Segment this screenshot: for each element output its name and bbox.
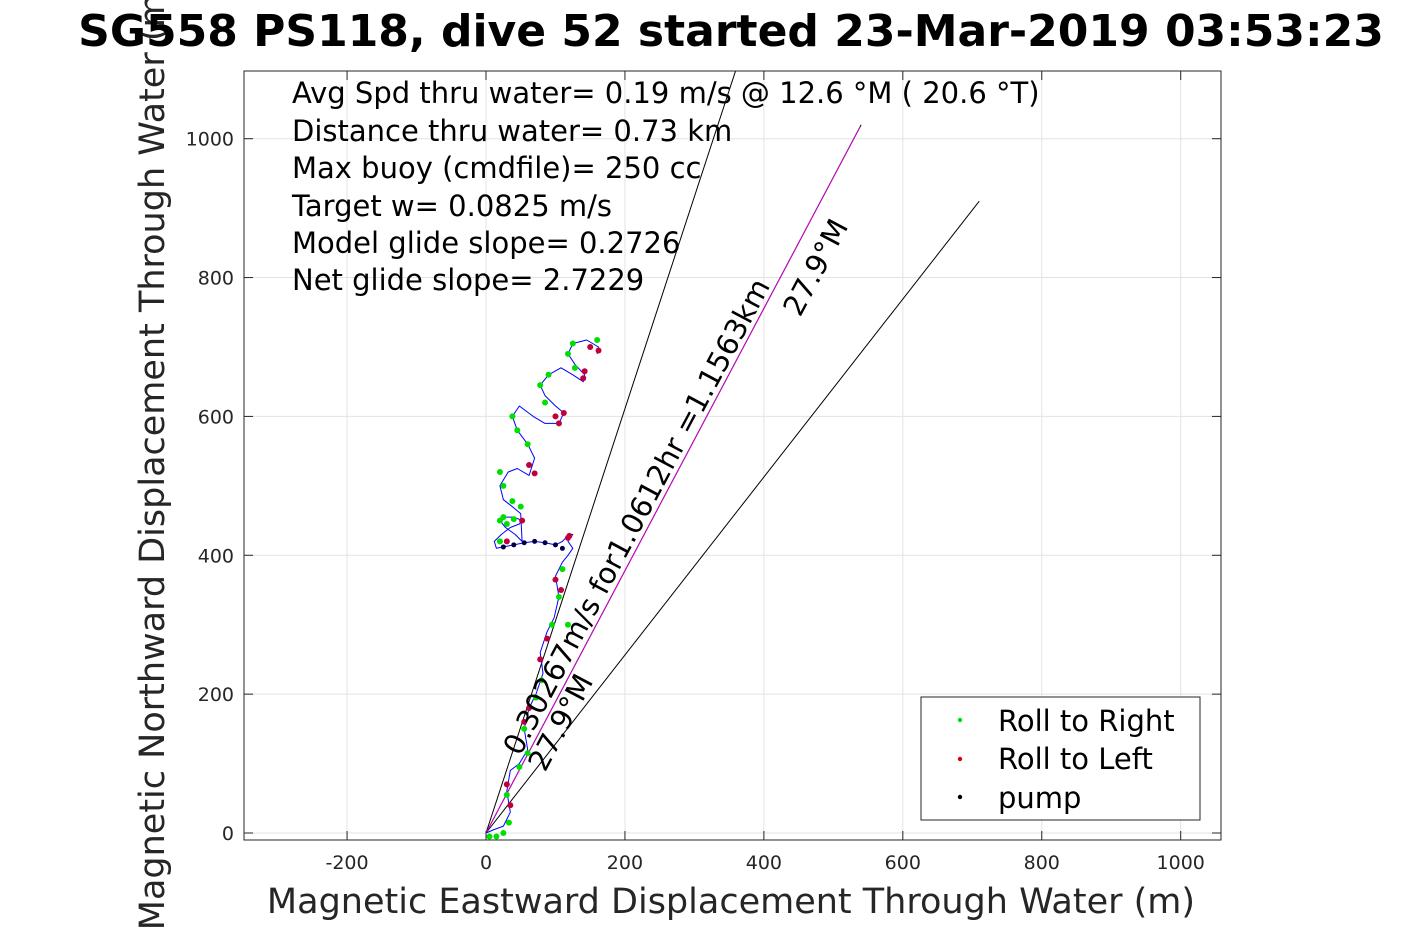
- roll-right-point: [548, 621, 555, 628]
- stat-net-glide-slope: Net glide slope= 2.7229: [292, 263, 644, 297]
- roll-right-point: [500, 830, 507, 836]
- y-tick-label: 800: [198, 268, 234, 290]
- legend-marker-roll-left: [957, 756, 963, 762]
- roll-left-point: [555, 420, 562, 427]
- roll-left-point: [552, 576, 559, 583]
- roll-left-point: [503, 781, 510, 788]
- pump-point: [552, 542, 558, 548]
- roll-right-point: [517, 503, 524, 510]
- y-axis-label: Magnetic Northward Displacement Through …: [133, 0, 173, 930]
- x-tick-label: 200: [607, 852, 643, 874]
- current-vector-overlay: [485, 126, 861, 834]
- x-axis-label: Magnetic Eastward Displacement Through W…: [267, 882, 1195, 922]
- roll-left-point: [537, 656, 544, 663]
- roll-right-point: [537, 382, 544, 389]
- stat-target-w: Target w= 0.0825 m/s: [291, 189, 612, 223]
- roll-left-point: [560, 409, 567, 416]
- roll-right-point: [493, 833, 500, 840]
- roll-left-point: [595, 347, 602, 354]
- roll-right-point: [559, 566, 566, 573]
- legend-marker-pump: [957, 794, 963, 800]
- roll-left-point: [587, 343, 594, 350]
- roll-right-point: [509, 498, 516, 505]
- roll-right-point: [545, 371, 552, 378]
- roll-left-point: [526, 462, 533, 469]
- legend-label-roll-right: Roll to Right: [998, 704, 1175, 738]
- roll-left-point: [566, 532, 573, 539]
- legend: Roll to Right Roll to Left pump: [920, 696, 1201, 821]
- ticks: -200 0 200 400 600 800 1000 0 200 400 600 800 1000: [186, 71, 1221, 874]
- roll-right-point: [516, 764, 523, 771]
- roll-right-point: [503, 521, 510, 528]
- grid: [244, 71, 1221, 840]
- pump-point: [500, 544, 506, 550]
- roll-right-point: [486, 833, 493, 840]
- roll-left-point: [507, 802, 514, 809]
- roll-right-point: [594, 337, 601, 344]
- roll-left-point: [503, 538, 510, 545]
- roll-right-point: [509, 413, 516, 420]
- roll-left-point: [580, 375, 587, 382]
- stat-distance: Distance thru water= 0.73 km: [292, 114, 732, 148]
- roll-right-point: [538, 677, 545, 684]
- roll-left-point: [531, 470, 538, 477]
- roll-right-point: [496, 538, 503, 545]
- pump-point: [532, 538, 538, 544]
- roll-right-point: [555, 593, 562, 600]
- y-tick-label: 0: [222, 823, 234, 845]
- pump-point: [521, 540, 527, 546]
- legend-label-roll-left: Roll to Left: [998, 742, 1153, 776]
- roll-right-point: [496, 517, 503, 524]
- y-tick-label: 600: [198, 406, 234, 428]
- roll-left-point: [552, 413, 559, 420]
- roll-right-point: [542, 399, 549, 406]
- roll-right-point: [533, 694, 540, 701]
- stat-max-buoy: Max buoy (cmdfile)= 250 cc: [292, 151, 701, 185]
- stat-model-glide-slope: Model glide slope= 0.2726: [292, 226, 680, 260]
- roll-right-point: [521, 725, 528, 732]
- pump-point: [559, 545, 565, 551]
- stat-avg-speed: Avg Spd thru water= 0.19 m/s @ 12.6 °M (…: [292, 76, 1040, 110]
- x-tick-label: -200: [325, 852, 368, 874]
- chart-title: SG558 PS118, dive 52 started 23-Mar-2019…: [78, 6, 1384, 57]
- roll-right-point: [524, 441, 531, 448]
- roll-right-point: [500, 482, 507, 489]
- x-tick-label: 400: [746, 852, 782, 874]
- roll-right-point: [505, 819, 512, 826]
- legend-marker-roll-right: [957, 717, 963, 723]
- x-tick-label: 800: [1024, 852, 1060, 874]
- x-tick-label: 0: [480, 852, 492, 874]
- roll-right-point: [569, 340, 576, 347]
- roll-points: [486, 337, 602, 840]
- pump-point: [511, 542, 517, 548]
- stats-block: Avg Spd thru water= 0.19 m/s @ 12.6 °M (…: [291, 76, 1040, 297]
- legend-label-pump: pump: [998, 781, 1081, 815]
- plot-area-frame: [243, 70, 1222, 841]
- y-tick-label: 200: [198, 684, 234, 706]
- roll-right-point: [524, 750, 531, 757]
- y-tick-label: 1000: [186, 129, 234, 151]
- y-tick-label: 400: [198, 545, 234, 567]
- roll-right-point: [510, 516, 517, 523]
- roll-left-point: [581, 368, 588, 375]
- pump-point: [542, 540, 548, 546]
- roll-right-point: [564, 621, 571, 628]
- x-tick-label: 1000: [1157, 852, 1205, 874]
- roll-right-point: [571, 364, 578, 371]
- bearing-line-right: [485, 200, 980, 834]
- roll-left-point: [526, 705, 533, 712]
- roll-right-point: [503, 791, 510, 798]
- roll-right-point: [496, 468, 503, 475]
- x-tick-label: 600: [885, 852, 921, 874]
- roll-right-point: [514, 427, 521, 434]
- roll-left-point: [558, 586, 565, 593]
- roll-left-point: [519, 517, 526, 524]
- roll-left-point: [544, 635, 551, 642]
- roll-left-point: [521, 718, 528, 725]
- legend-box: [920, 696, 1201, 821]
- roll-right-point: [564, 350, 571, 357]
